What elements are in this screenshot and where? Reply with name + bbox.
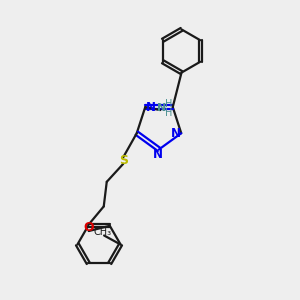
Text: H: H <box>165 108 172 118</box>
Text: H: H <box>165 99 172 109</box>
Text: N: N <box>146 100 156 114</box>
Text: N: N <box>152 148 163 161</box>
Text: N: N <box>171 127 181 140</box>
Text: N: N <box>157 103 167 113</box>
Text: S: S <box>119 154 128 167</box>
Text: O: O <box>83 221 94 234</box>
Text: CH₃: CH₃ <box>94 227 112 237</box>
